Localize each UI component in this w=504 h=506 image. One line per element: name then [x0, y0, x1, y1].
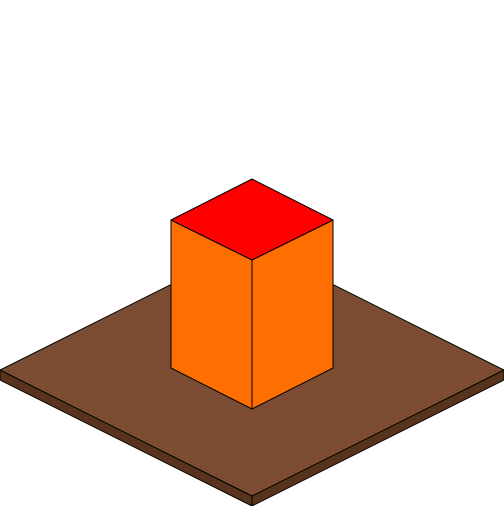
- block-top-face: [170, 178, 334, 261]
